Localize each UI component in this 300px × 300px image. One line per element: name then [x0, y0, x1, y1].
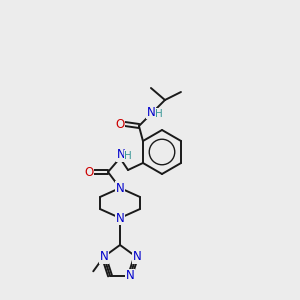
Text: H: H	[124, 151, 132, 161]
Text: N: N	[133, 250, 142, 263]
Text: N: N	[116, 212, 124, 224]
Text: O: O	[115, 118, 124, 130]
Text: N: N	[126, 269, 134, 282]
Text: N: N	[100, 250, 108, 263]
Text: N: N	[147, 106, 155, 118]
Text: H: H	[155, 109, 163, 119]
Text: N: N	[116, 182, 124, 194]
Text: N: N	[117, 148, 125, 161]
Text: O: O	[84, 166, 94, 178]
